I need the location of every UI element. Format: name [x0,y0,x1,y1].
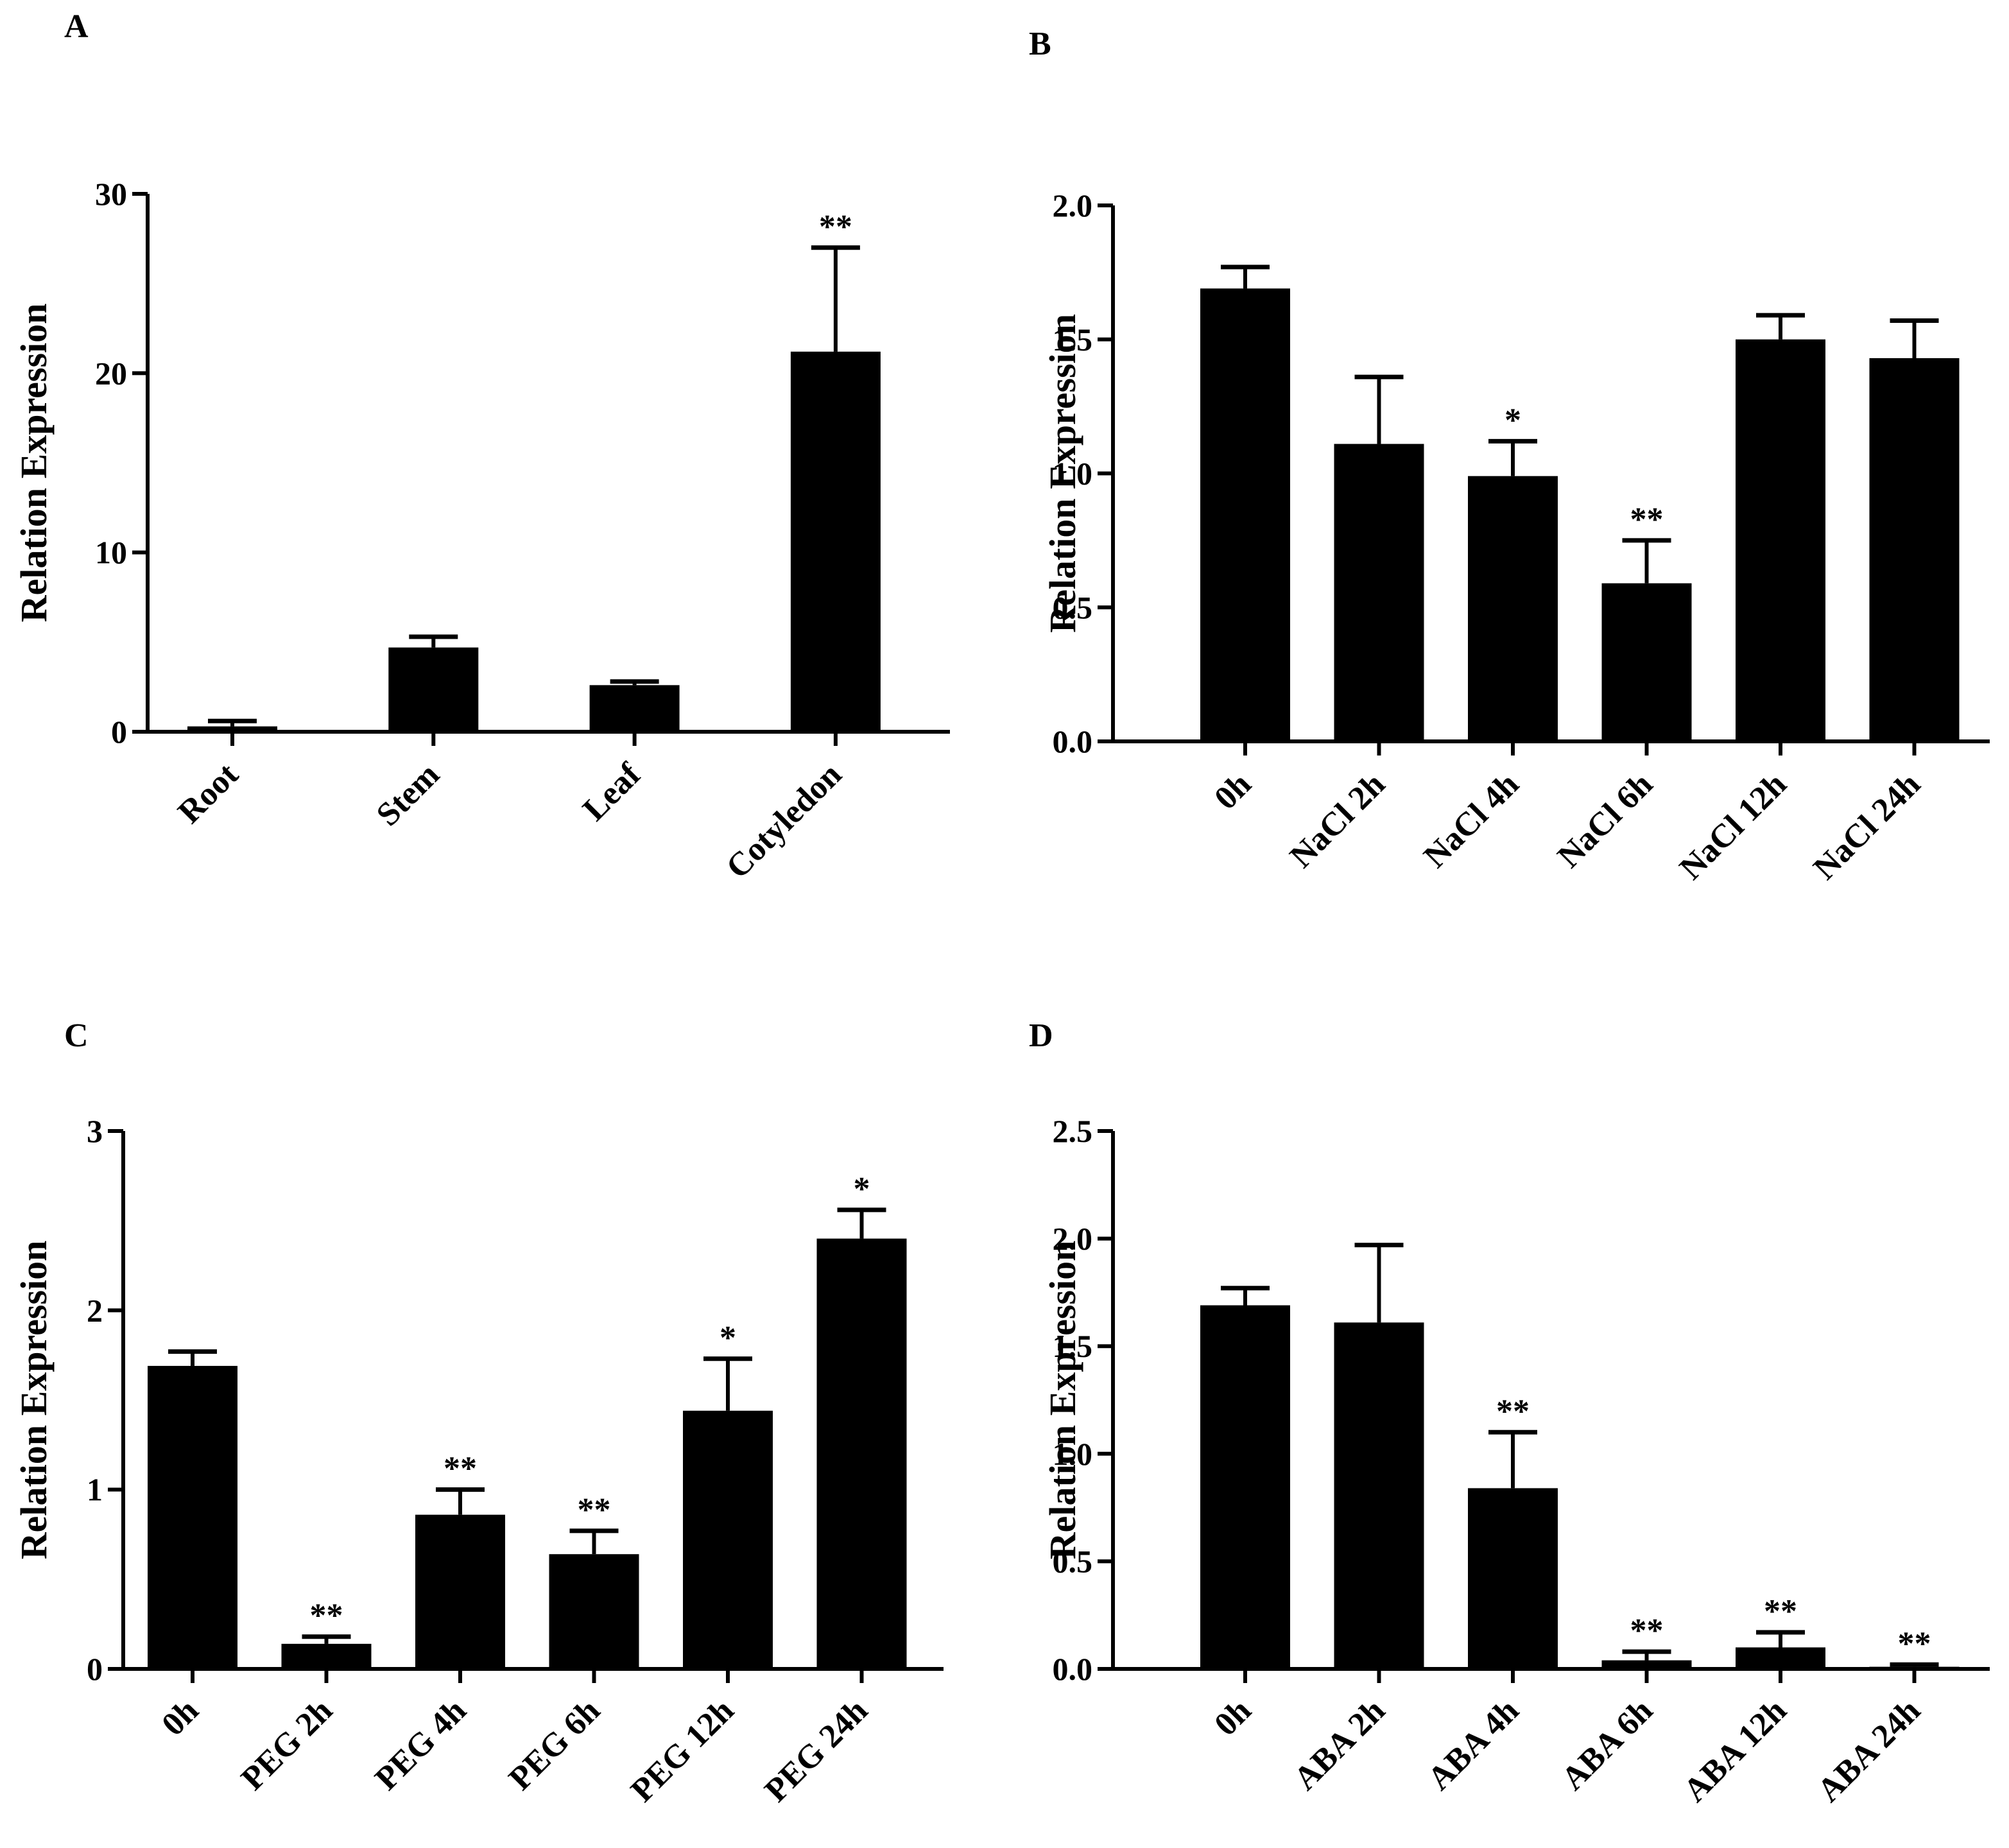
x-category-label: PEG 6h [502,1692,607,1797]
y-tick-label: 1 [87,1472,103,1508]
y-tick-label: 1.0 [1053,1436,1093,1472]
y-tick-label: 0.5 [1053,589,1093,625]
bar [1601,583,1692,741]
bar [589,685,680,732]
bar [281,1643,372,1669]
y-axis-title: Relation Expression [13,1241,55,1560]
bar [1869,1666,1960,1669]
bar [148,1365,237,1669]
y-axis-title: Relation Expression [1042,1241,1083,1560]
bar [1601,1660,1692,1669]
panel-letter-b: B [1029,26,1051,62]
x-category-label: PEG 24h [758,1692,875,1809]
bar [415,1514,505,1669]
y-tick-label: 0.0 [1053,1651,1093,1687]
panel-letter-a: A [64,8,89,45]
bar [187,726,277,732]
y-tick-label: 0 [87,1651,103,1687]
y-axis-title: Relation Expression [13,304,55,623]
y-tick-label: 2 [87,1292,103,1328]
chart-panel-d: D Relation Expression 0.0 0.5 1.0 1.5 2.0 2.5 0h… [1029,1017,1990,1809]
significance-label: * [1505,402,1521,438]
bar [683,1410,773,1669]
bar [1334,444,1424,741]
x-category-label: NaCl 4h [1417,766,1526,875]
x-category-label: PEG 4h [368,1692,474,1797]
significance-label: ** [1898,1625,1931,1662]
bar [816,1238,907,1669]
bar [790,351,881,732]
y-tick-label: 20 [95,355,127,391]
significance-label: ** [819,209,852,245]
x-category-label: NaCl 12h [1673,766,1793,886]
x-category-label: 0h [1207,1692,1258,1743]
y-tick-label: 0 [111,714,127,750]
significance-label: ** [1630,1612,1664,1649]
x-category-label: 0h [155,1692,205,1743]
bar [1468,1488,1558,1669]
y-tick-label: 1.5 [1053,322,1093,358]
significance-label: ** [578,1492,611,1528]
x-category-label: ABA 12h [1677,1692,1793,1809]
x-category-label: NaCl 24h [1807,766,1927,886]
y-tick-label: 10 [95,535,127,571]
significance-label: ** [310,1598,343,1634]
x-category-label: ABA 6h [1555,1692,1660,1797]
bar [388,647,479,732]
y-axis-title: Relation Expression [1042,314,1083,633]
significance-label: ** [444,1451,477,1487]
chart-panel-a: A Relation Expression 0 10 20 30 Root Stem Leaf *… [13,8,950,886]
y-tick-label: 3 [87,1113,103,1149]
bar [1736,339,1825,741]
x-category-label: PEG 2h [234,1692,340,1797]
x-category-label: Leaf [576,756,648,828]
chart-panel-b: B Relation Expression 0.0 0.5 1.0 1.5 2.0 0h NaC… [1029,26,1990,887]
bar [1334,1322,1424,1669]
y-tick-label: 2.5 [1053,1113,1093,1149]
significance-label: ** [1496,1393,1530,1429]
y-tick-label: 2.0 [1053,187,1093,223]
x-category-label: ABA 4h [1421,1692,1526,1797]
x-category-label: Root [171,756,246,831]
x-category-label: Cotyledon [720,756,849,886]
bar [1869,358,1960,741]
y-tick-label: 1.5 [1053,1328,1093,1364]
significance-label: ** [1630,501,1664,538]
x-category-label: PEG 12h [624,1692,741,1809]
x-category-label: ABA 2h [1287,1692,1392,1797]
y-tick-label: 1.0 [1053,456,1093,492]
x-category-label: NaCl 6h [1551,766,1660,875]
significance-label: ** [1764,1593,1797,1630]
bar [1468,476,1558,741]
panel-letter-c: C [64,1017,89,1054]
y-tick-label: 0.5 [1053,1543,1093,1579]
bar [1200,288,1290,741]
panel-letter-d: D [1029,1017,1053,1054]
bar [549,1554,639,1669]
x-category-label: NaCl 2h [1283,766,1392,875]
significance-label: * [720,1320,736,1356]
x-category-label: Stem [370,756,447,833]
bar [1736,1647,1825,1669]
bar [1200,1305,1290,1669]
x-category-label: ABA 24h [1811,1692,1927,1809]
x-category-label: 0h [1207,766,1258,816]
y-tick-label: 0.0 [1053,723,1093,759]
significance-label: * [854,1171,870,1207]
y-tick-label: 30 [95,176,127,212]
y-tick-label: 2.0 [1053,1221,1093,1257]
